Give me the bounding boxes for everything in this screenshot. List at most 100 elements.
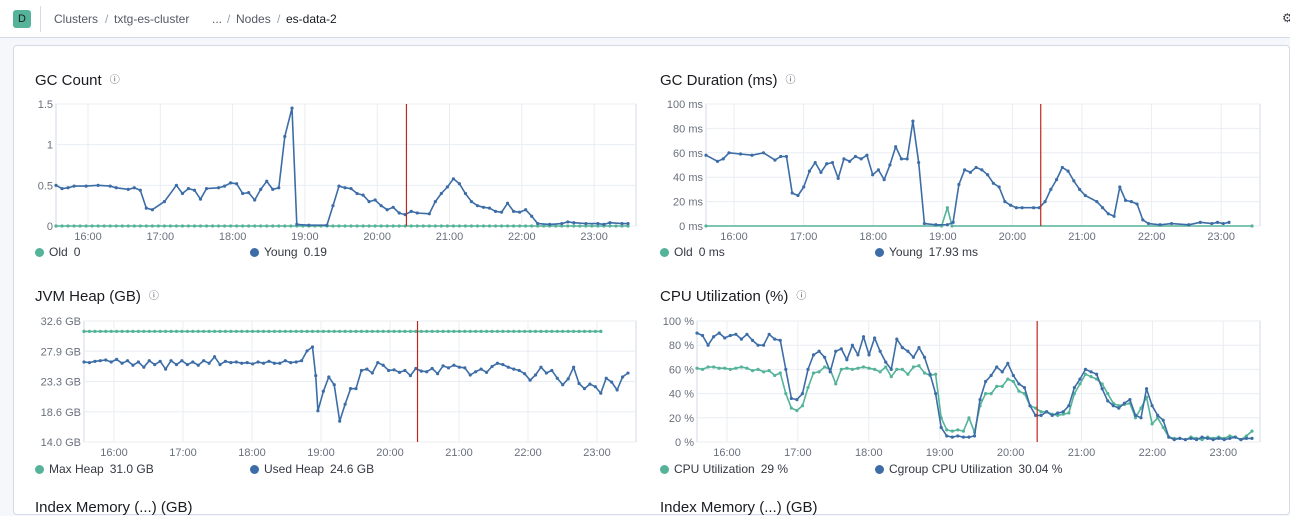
data-point [271, 224, 275, 228]
data-point [164, 329, 168, 334]
data-point [1061, 410, 1065, 414]
breadcrumb-collapsed[interactable]: ... [212, 12, 223, 26]
legend-item-young[interactable]: Young 17.93 ms [875, 245, 978, 259]
data-point [54, 183, 58, 187]
data-point [1028, 404, 1032, 408]
data-point [767, 332, 771, 336]
legend-item-young[interactable]: Young 0.19 [250, 245, 327, 259]
data-point [750, 369, 755, 373]
data-point [186, 224, 191, 228]
data-point [695, 366, 699, 370]
data-point [577, 329, 581, 334]
data-point [430, 366, 434, 371]
data-point [289, 361, 293, 365]
data-point [60, 224, 64, 228]
breadcrumb-cluster-name[interactable]: txtg-es-cluster [114, 12, 190, 26]
data-point [251, 362, 255, 366]
legend-item-used-heap[interactable]: Used Heap 24.6 GB [250, 462, 374, 476]
data-point [848, 159, 852, 163]
data-point [1123, 198, 1128, 202]
series-swatch [35, 248, 44, 257]
data-point [1033, 413, 1038, 417]
legend-item-cpu-utilization[interactable]: CPU Utilization 29 % [660, 462, 788, 476]
data-point [138, 224, 142, 228]
data-point [147, 359, 151, 363]
y-tick-label: 32.6 GB [41, 316, 81, 328]
data-point [842, 157, 846, 161]
series-line-a [696, 364, 1253, 441]
data-point [524, 208, 528, 212]
data-point [125, 329, 130, 334]
data-point [1161, 418, 1165, 422]
data-point [1009, 203, 1013, 207]
data-point [198, 197, 203, 201]
data-point [452, 329, 456, 334]
data-point [695, 331, 699, 335]
info-icon[interactable]: ⓘ [796, 291, 807, 302]
data-point [967, 416, 971, 420]
x-tick-label: 22:00 [1138, 231, 1166, 243]
data-point [162, 224, 166, 228]
data-point [355, 224, 359, 228]
data-point [66, 186, 70, 190]
data-point [572, 221, 576, 225]
data-point [108, 224, 112, 228]
breadcrumb-clusters[interactable]: Clusters [54, 12, 99, 26]
data-point [93, 359, 97, 363]
data-point [414, 329, 418, 334]
data-point [433, 200, 437, 204]
data-point [235, 182, 239, 186]
data-point [1221, 221, 1225, 226]
data-point [825, 162, 829, 166]
info-icon[interactable]: ⓘ [785, 75, 796, 86]
y-tick-label: 0 ms [679, 221, 703, 233]
data-point [361, 224, 365, 228]
data-point [861, 335, 866, 339]
data-point [906, 349, 910, 353]
data-point [436, 372, 440, 376]
data-point [427, 212, 431, 216]
data-point [247, 191, 251, 195]
data-point [620, 224, 624, 228]
data-point [343, 329, 347, 334]
data-point [756, 367, 760, 371]
data-point [878, 370, 882, 374]
legend-item-old[interactable]: Old 0 [35, 245, 80, 259]
legend-item-old[interactable]: Old 0 ms [660, 245, 725, 259]
settings-icon[interactable]: ⚙ [1282, 11, 1290, 25]
data-point [528, 378, 532, 382]
data-point [739, 337, 744, 341]
data-point [283, 359, 287, 363]
data-point [87, 361, 92, 365]
data-point [626, 224, 630, 228]
x-tick-label: 22:00 [514, 447, 542, 459]
breadcrumb-nodes[interactable]: Nodes [236, 12, 271, 26]
data-point [900, 346, 904, 350]
data-point [922, 221, 927, 226]
data-point [956, 434, 960, 438]
data-point [180, 329, 184, 334]
info-icon[interactable]: ⓘ [109, 75, 120, 86]
data-point [861, 365, 866, 369]
data-point [256, 360, 260, 364]
data-point [427, 224, 431, 228]
info-icon[interactable]: ⓘ [148, 291, 159, 302]
data-point [1144, 387, 1149, 391]
data-point [604, 376, 608, 380]
app-avatar-icon[interactable]: D [13, 10, 31, 28]
data-point [967, 435, 971, 439]
data-point [928, 372, 932, 376]
data-point [439, 191, 443, 196]
data-point [355, 191, 359, 196]
data-point [365, 329, 369, 334]
data-point [1244, 436, 1249, 440]
data-point [811, 353, 816, 357]
legend-item-cgroup-cpu-utilization[interactable]: Cgroup CPU Utilization 30.04 % [875, 462, 1062, 476]
legend-item-max-heap[interactable]: Max Heap 31.0 GB [35, 462, 154, 476]
data-point [150, 208, 154, 212]
data-point [204, 186, 209, 191]
